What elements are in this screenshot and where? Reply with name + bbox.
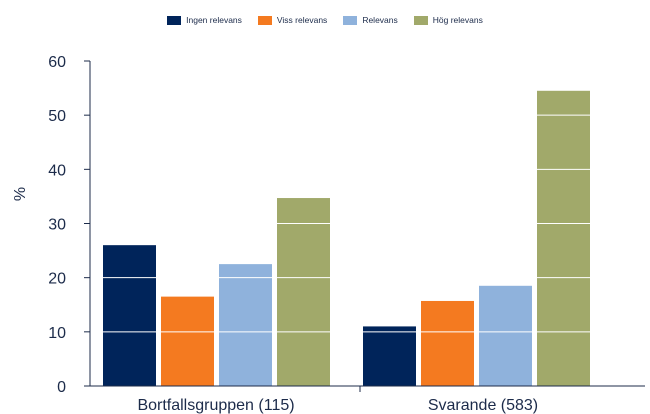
chart-legend: Ingen relevans Viss relevans Relevans Hög r… [0,10,650,30]
legend-item: Relevans [343,15,398,25]
bar [277,198,330,386]
bar [161,296,214,386]
y-axis-label: % [12,187,29,201]
axes-layer: 0 10 20 30 40 50 60% Bortfallsgruppen (115) Svar… [12,54,645,414]
legend-label: Ingen relevans [186,15,242,25]
bar [421,300,474,386]
legend-label: Relevans [362,15,398,25]
bar [479,285,532,386]
y-tick-label: 30 [48,217,66,234]
legend-label: Hög relevans [432,15,483,25]
y-tick-label: 50 [48,108,66,125]
bar [219,264,272,386]
gridlines-layer [90,60,645,333]
bar [363,326,416,386]
bars-layer [103,90,590,387]
legend-swatch [257,15,272,25]
y-tick-label: 40 [48,162,66,179]
y-tick-label: 10 [48,325,66,342]
y-tick-label: 20 [48,271,66,288]
bar [537,90,590,387]
bar [103,245,156,386]
y-tick-label: 0 [57,379,66,396]
legend-swatch [343,15,358,25]
legend-item: Viss relevans [257,15,328,25]
x-category-label: Bortfallsgruppen (115) [137,397,294,414]
legend-item: Ingen relevans [167,15,242,25]
legend-swatch [413,15,428,25]
legend-item: Hög relevans [413,15,483,25]
x-category-label: Svarande (583) [428,397,538,414]
legend-label: Viss relevans [276,15,328,25]
y-tick-label: 60 [48,54,66,71]
legend-swatch [167,15,182,25]
